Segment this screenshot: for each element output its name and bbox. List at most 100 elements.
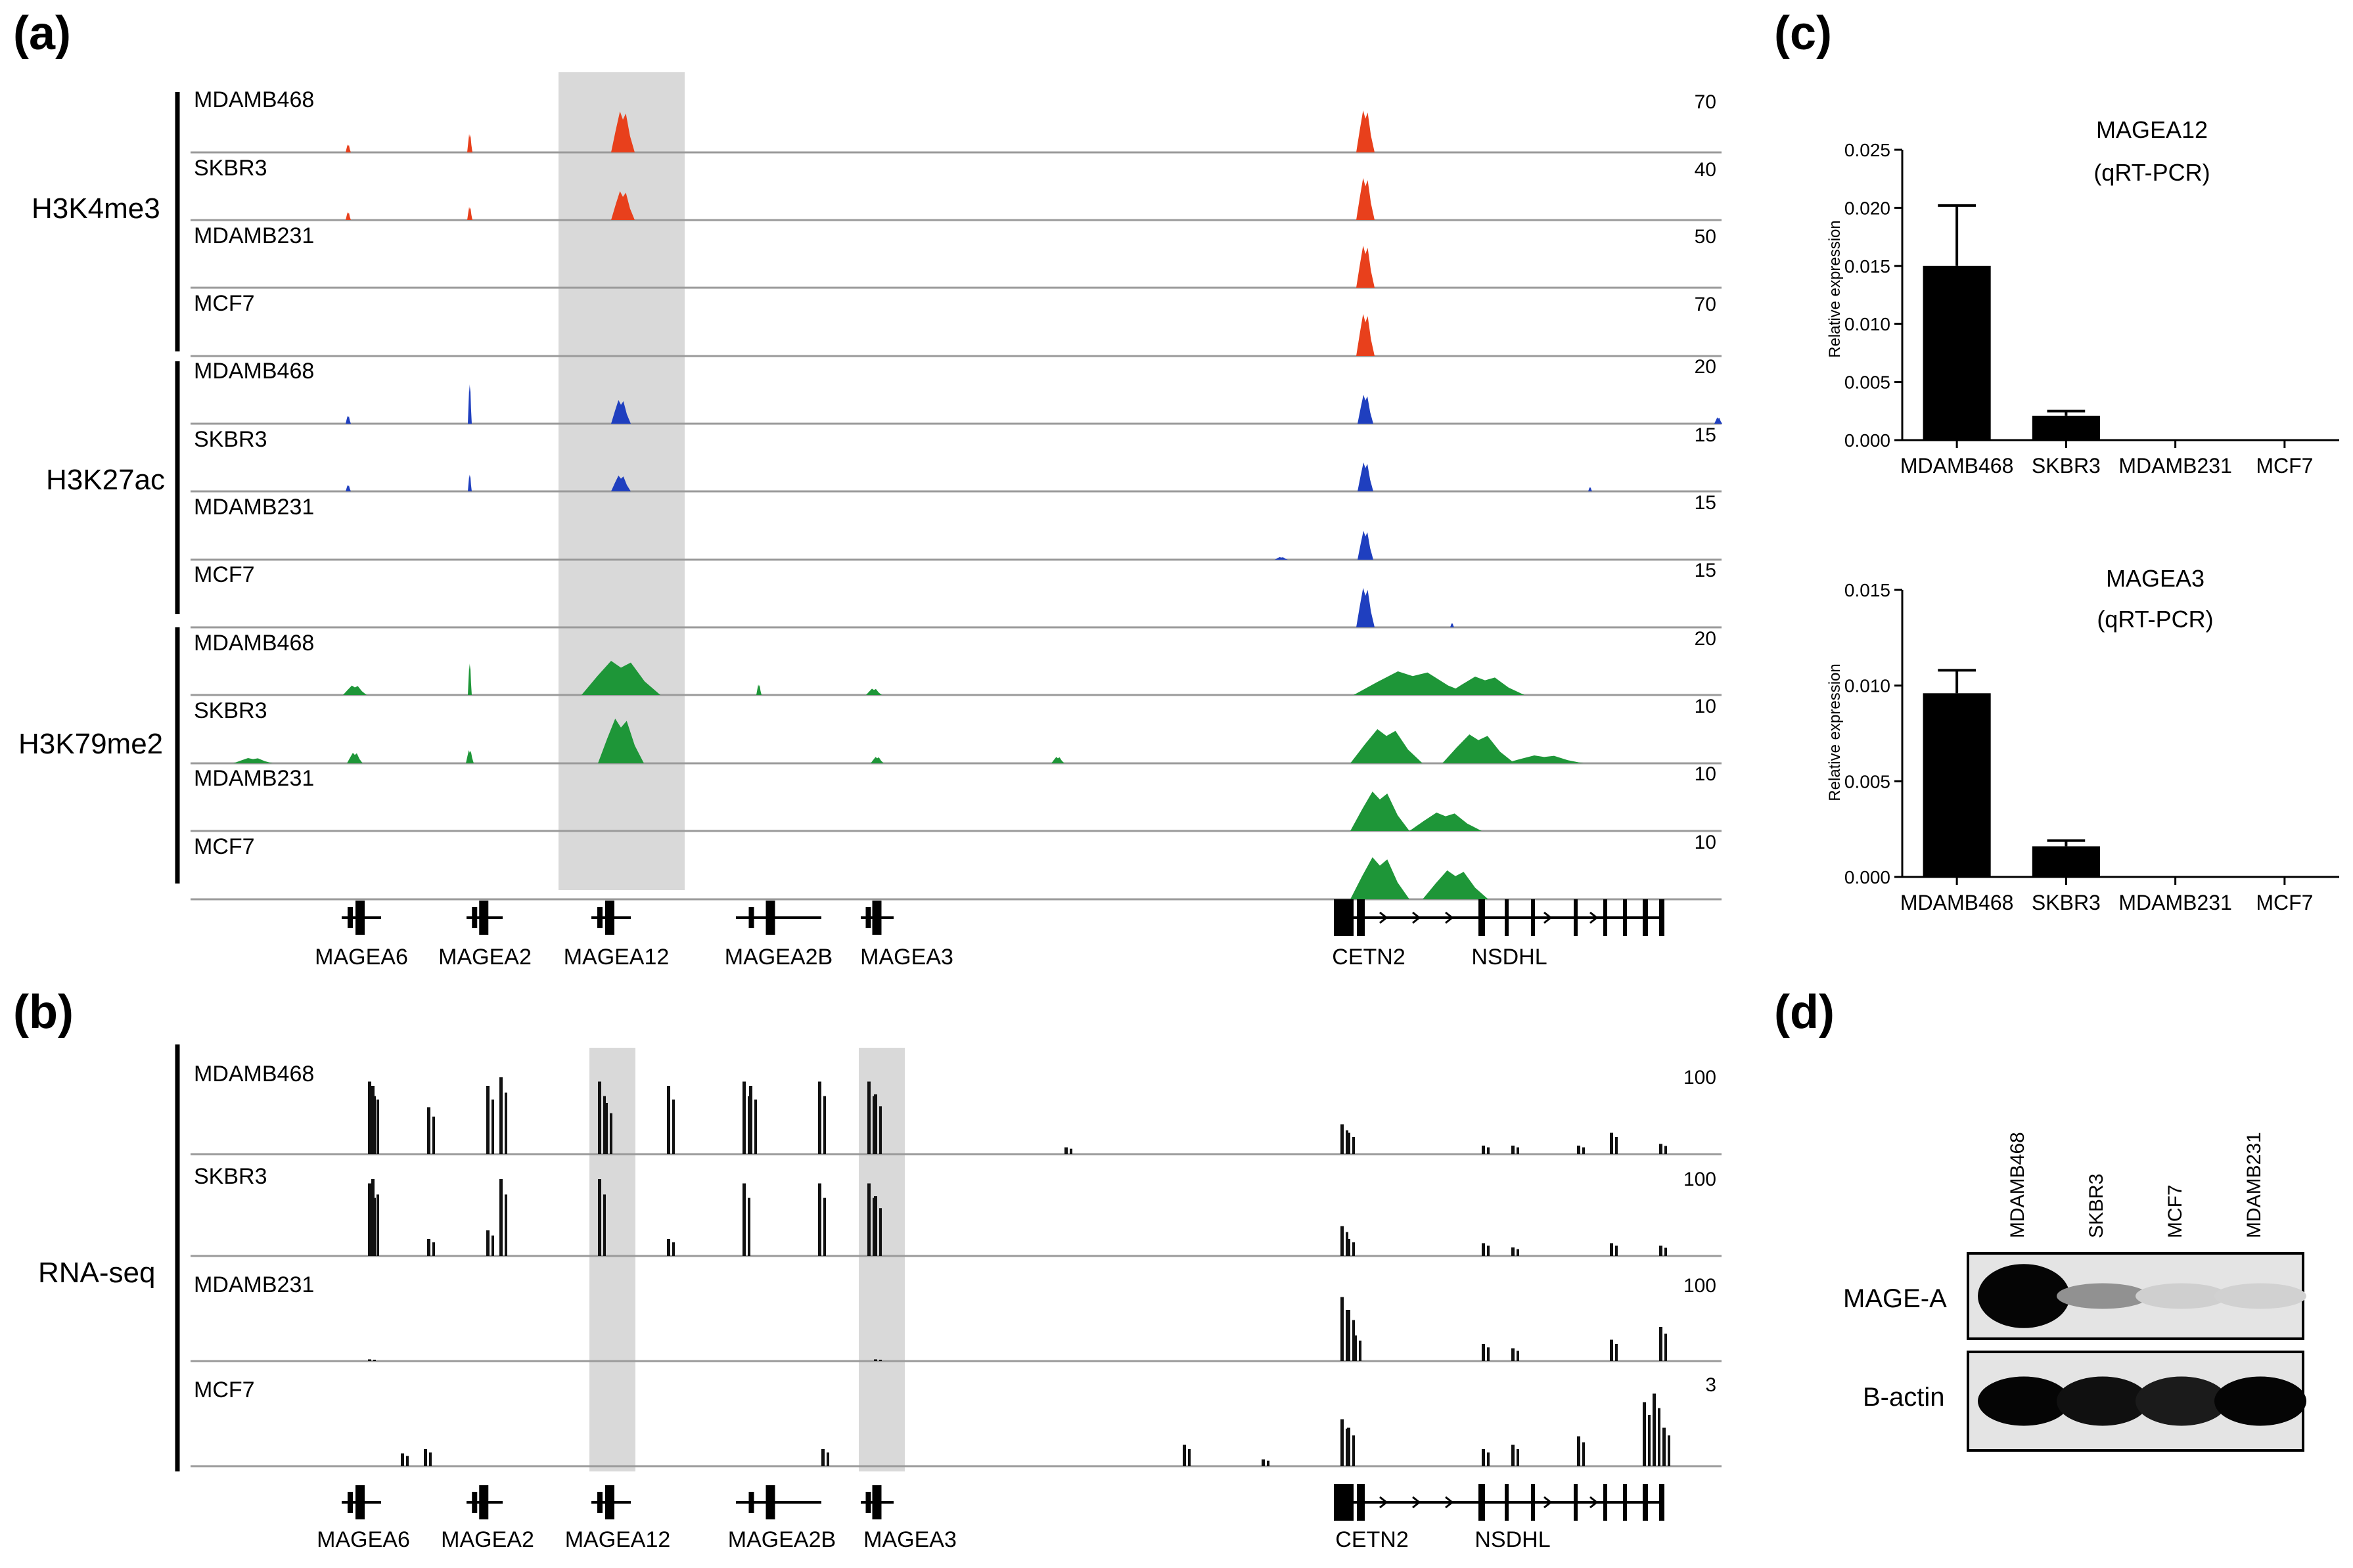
read-bar — [1482, 1344, 1485, 1361]
gene-labels-a: MAGEA6 MAGEA2 MAGEA12 MAGEA2B MAGEA3 CET… — [315, 945, 1547, 970]
gene-label: NSDHL — [1474, 1527, 1550, 1552]
gene-exon — [355, 901, 365, 935]
read-bar — [1648, 1415, 1651, 1466]
signal-peak — [468, 474, 472, 491]
gene-exon — [765, 901, 775, 935]
read-bar — [821, 1449, 825, 1466]
read-bar — [368, 1081, 371, 1154]
read-bar — [1615, 1245, 1618, 1256]
read-bar — [368, 1359, 371, 1361]
gene-label: MAGEA2B — [725, 945, 833, 970]
gene-label: CETN2 — [1335, 1527, 1408, 1552]
y-tick-label: 0.000 — [1844, 430, 1890, 451]
read-bar — [1347, 1427, 1350, 1466]
gene-exon — [597, 1492, 603, 1513]
blot-band — [2214, 1283, 2306, 1309]
gene-exon — [1505, 1484, 1509, 1521]
blot-band — [1978, 1264, 2070, 1328]
read-bar — [427, 1107, 430, 1154]
track-scale-label: 3 — [1705, 1374, 1716, 1396]
read-bar — [1659, 1144, 1662, 1154]
read-bar — [1517, 1449, 1519, 1466]
read-bar — [1482, 1449, 1485, 1466]
read-bar — [1659, 1327, 1662, 1361]
gene-exon — [1643, 1484, 1648, 1521]
signal-peak — [1350, 729, 1423, 763]
chip-scale-labels: 70 40 50 70 20 15 15 15 20 10 10 10 — [1695, 91, 1716, 853]
strand-arrow — [1543, 911, 1553, 924]
read-bar — [406, 1456, 409, 1466]
read-bar — [491, 1099, 494, 1154]
read-bar — [1643, 1402, 1646, 1466]
track-scale-label: 100 — [1683, 1169, 1716, 1190]
x-tick-label: MCF7 — [2256, 891, 2313, 914]
gene-exon — [872, 901, 882, 935]
signal-peak — [611, 400, 631, 424]
read-bar — [1359, 1340, 1361, 1361]
blot-band — [2057, 1376, 2149, 1426]
signal-peak — [1350, 857, 1409, 899]
gene-label: MAGEA6 — [317, 1527, 410, 1552]
strand-arrow — [1379, 1496, 1388, 1509]
signal-peak — [1051, 757, 1064, 763]
signal-peak — [468, 384, 472, 424]
gene-label: MAGEA3 — [860, 945, 953, 970]
y-tick-label: 0.010 — [1844, 676, 1890, 696]
read-bar — [1340, 1124, 1344, 1154]
chart-title: MAGEA12 — [2096, 116, 2208, 143]
bar — [2032, 415, 2100, 440]
track-scale-label: 10 — [1695, 832, 1716, 853]
panel-c-letter: (c) — [1774, 7, 1832, 60]
read-bar — [1610, 1243, 1613, 1256]
strand-arrow — [1445, 1496, 1454, 1509]
blot-band — [2136, 1283, 2227, 1309]
track-scale-label: 70 — [1695, 294, 1716, 315]
x-tick-label: MDAMB468 — [1900, 891, 2014, 914]
read-bar — [1582, 1442, 1585, 1466]
read-bar — [598, 1179, 601, 1256]
strand-arrow — [1412, 911, 1421, 924]
y-tick-label: 0.005 — [1844, 771, 1890, 792]
gene-exon — [865, 1492, 871, 1513]
read-bar — [1582, 1147, 1585, 1154]
read-bar — [1668, 1435, 1670, 1466]
read-bar — [754, 1099, 757, 1154]
read-bar — [867, 1183, 871, 1256]
x-tick-label: SKBR3 — [2032, 454, 2101, 478]
track-scale-label: 20 — [1695, 628, 1716, 650]
signal-peak — [1446, 677, 1524, 695]
gene-exon — [1505, 899, 1509, 936]
blot-mage-a — [1967, 1252, 2306, 1340]
track-cell-label: MCF7 — [194, 834, 255, 859]
group-label-h3k4me3: H3K4me3 — [32, 192, 160, 225]
gene-label: MAGEA2 — [438, 945, 532, 970]
read-bar — [742, 1081, 746, 1154]
track-scale-label: 100 — [1683, 1275, 1716, 1297]
signal-peak — [598, 719, 644, 763]
x-tick-label: MCF7 — [2256, 454, 2313, 478]
read-bar — [1487, 1245, 1490, 1256]
track-cell-label: MDAMB468 — [194, 1062, 314, 1086]
track-cell-label: MCF7 — [194, 1378, 255, 1402]
read-bar — [427, 1239, 430, 1256]
read-bar — [432, 1242, 435, 1256]
read-bar — [1517, 1249, 1519, 1256]
gene-exon — [1531, 899, 1535, 936]
gene-exon — [1659, 1484, 1664, 1521]
read-bar — [1354, 1335, 1357, 1361]
lane-label: MDAMB231 — [2243, 1132, 2265, 1238]
group-label-h3k79me2: H3K79me2 — [18, 728, 163, 760]
signal-peak — [346, 145, 351, 152]
bar-chart-magea12: MAGEA12 (qRT-PCR) Relative expression 0.… — [1826, 116, 2339, 478]
read-bar — [1347, 1310, 1350, 1361]
signal-peak — [1588, 487, 1592, 491]
read-bar — [818, 1081, 821, 1154]
track-cell-label: MDAMB468 — [194, 87, 314, 112]
y-tick-label: 0.015 — [1844, 256, 1890, 277]
signal-peak — [1350, 792, 1409, 831]
y-tick-label: 0.020 — [1844, 198, 1890, 218]
chart-ylabel: Relative expression — [1826, 220, 1844, 357]
gene-exon — [1643, 899, 1648, 936]
blot-band — [1978, 1376, 2070, 1426]
